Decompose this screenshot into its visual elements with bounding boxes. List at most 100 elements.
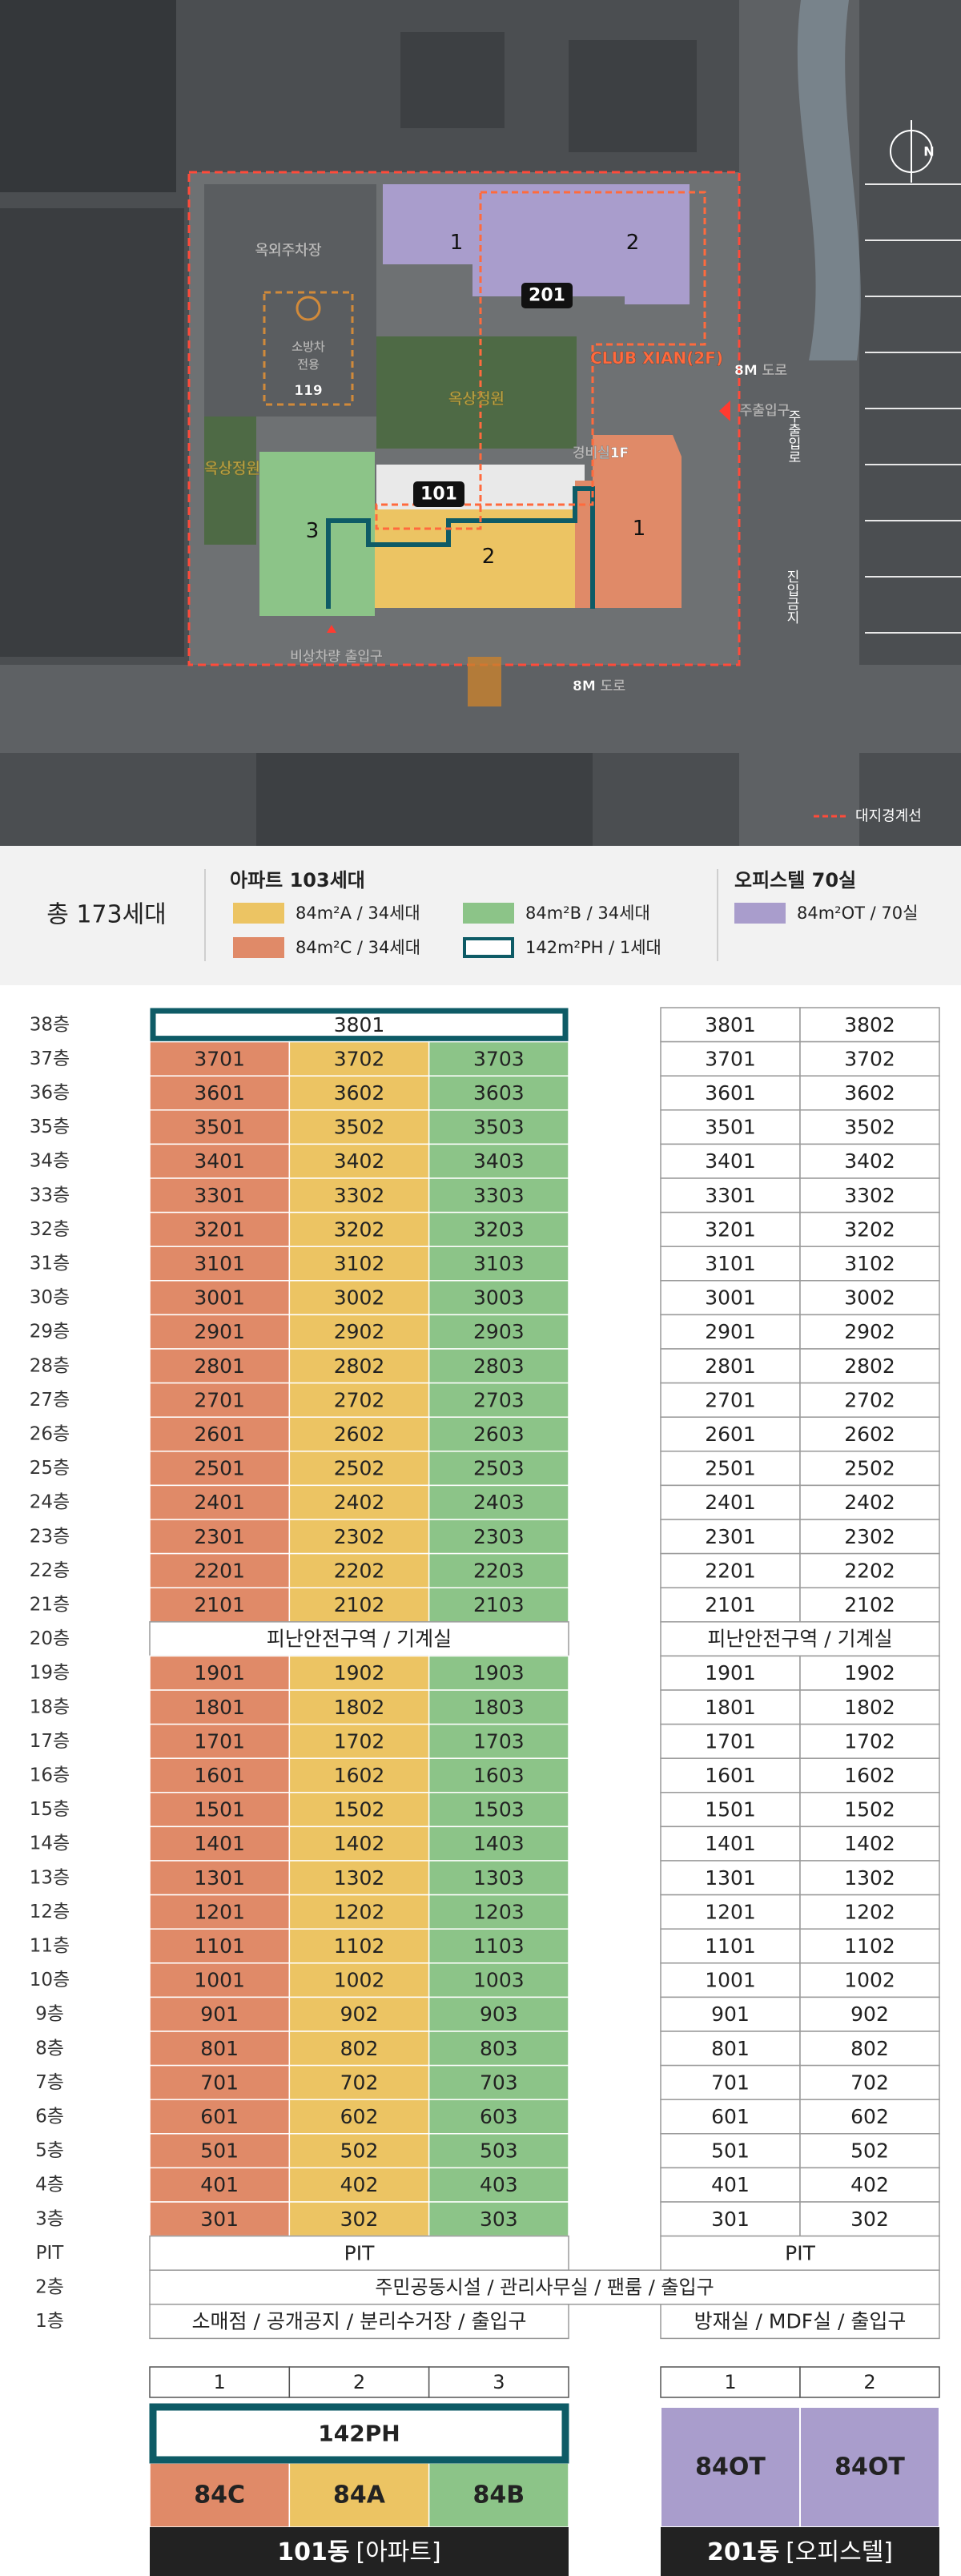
unit-label: 3801 — [705, 1013, 756, 1036]
unit-label: 1601 — [705, 1764, 756, 1787]
unit-cell — [428, 1348, 569, 1384]
unit-cell — [149, 2031, 291, 2067]
floor-table: 38층 3801 3801 3802 37층 3701 3702 3703 3701 3702 36… — [30, 1007, 940, 2340]
unit-label: 1702 — [334, 1729, 385, 1753]
unit-label: 3101 — [705, 1252, 756, 1275]
unit-label: 3302 — [844, 1184, 895, 1207]
unit-label: 1601 — [194, 1764, 245, 1787]
column-header — [660, 2366, 801, 2398]
unit-label: 2503 — [473, 1457, 525, 1480]
unit-cell — [149, 1689, 291, 1725]
floor-label: 12층 — [30, 1902, 70, 1922]
unit-label: 1802 — [844, 1696, 895, 1719]
unit-label: 2901 — [705, 1320, 756, 1343]
unit-label: 2103 — [473, 1593, 525, 1616]
unit-1 — [575, 435, 682, 608]
floor-label: 6층 — [35, 2107, 64, 2127]
unit-label: 1403 — [473, 1832, 525, 1855]
cell — [149, 2269, 940, 2305]
unit-cell — [428, 1314, 569, 1350]
unit-label: 1703 — [473, 1729, 525, 1753]
type-cell — [660, 2406, 801, 2528]
unit-cell — [428, 1996, 569, 2032]
unit-label: 3402 — [844, 1149, 895, 1173]
unit-label: 1102 — [334, 1934, 385, 1958]
unit-label: 701 — [711, 2071, 750, 2094]
cell — [660, 1246, 801, 1282]
unit-label: PIT — [344, 2241, 375, 2264]
unit-label: 3401 — [705, 1149, 756, 1173]
cell — [660, 1382, 801, 1418]
cell — [660, 1552, 801, 1588]
unit-cell — [149, 2064, 291, 2100]
floor-label: 15층 — [30, 1799, 70, 1820]
unit-number: 2 — [626, 231, 640, 255]
unit-cell — [428, 1962, 569, 1998]
unit-cell — [149, 1246, 291, 1282]
unit-cell — [428, 1143, 569, 1179]
cell — [660, 2099, 801, 2135]
unit-label: 702 — [340, 2071, 379, 2094]
unit-cell — [288, 1894, 430, 1930]
floor-label: 21층 — [30, 1595, 70, 1616]
unit-label: 2602 — [334, 1423, 385, 1446]
unit-label: 2302 — [334, 1525, 385, 1548]
legend-label: 84m²B / 34세대 — [525, 904, 650, 923]
unit-label: 502 — [850, 2139, 889, 2163]
cell — [660, 1143, 801, 1179]
floor-label: 19층 — [30, 1663, 70, 1684]
unit-label: 2703 — [473, 1388, 525, 1411]
cell — [799, 1928, 940, 1964]
type-label: 84OT — [834, 2453, 905, 2481]
legend-label: 142m²PH / 1세대 — [525, 938, 661, 957]
unit-label: 3002 — [844, 1286, 895, 1310]
unit-label: 2802 — [844, 1354, 895, 1378]
site-label: 경비실1F — [573, 445, 629, 461]
unit-label: 1001 — [194, 1969, 245, 1992]
cell — [799, 1382, 940, 1418]
floor-label: 31층 — [30, 1254, 70, 1274]
site-label-vertical: 주출입로 — [785, 409, 801, 464]
cell — [149, 2235, 569, 2271]
block — [0, 208, 184, 657]
building-tag-label: 201 — [529, 286, 565, 306]
unit-label: 1802 — [334, 1696, 385, 1719]
unit-label: 1101 — [194, 1934, 245, 1958]
type-label: 84C — [194, 2481, 245, 2510]
unit-cell — [288, 1757, 430, 1793]
unit-cell — [149, 1996, 291, 2032]
cell — [660, 1109, 801, 1145]
unit-label: 1503 — [473, 1798, 525, 1821]
floor-label: 27층 — [30, 1390, 70, 1411]
building-tag — [521, 283, 573, 308]
unit-cell — [288, 1860, 430, 1896]
unit-label: 801 — [711, 2037, 750, 2060]
unit-cell — [428, 1860, 569, 1896]
unit-label: 1102 — [844, 1934, 895, 1958]
unit-cell — [428, 1757, 569, 1793]
unit-label: 503 — [480, 2139, 518, 2163]
cell — [799, 1962, 940, 1998]
unit-cell — [149, 1211, 291, 1247]
unit-label: 소매점 / 공개공지 / 분리수거장 / 출입구 — [192, 2310, 527, 2333]
unit-label: 802 — [850, 2037, 889, 2060]
cell — [660, 1177, 801, 1214]
floor-label: 4층 — [35, 2175, 64, 2196]
cell — [799, 1655, 940, 1691]
boundary-legend-label: 대지경계선 — [855, 808, 922, 825]
unit-label: 2101 — [705, 1593, 756, 1616]
water-feature — [797, 0, 861, 360]
unit-label: 1602 — [334, 1764, 385, 1787]
cell — [799, 1075, 940, 1111]
column-number: 2 — [863, 2371, 875, 2393]
site-label: 119 — [294, 383, 323, 399]
unit-label: 2801 — [194, 1354, 245, 1378]
cell — [660, 2031, 801, 2067]
garden — [376, 336, 577, 449]
unit-label: 2601 — [194, 1423, 245, 1446]
floor-label: 35층 — [30, 1117, 70, 1137]
cell — [799, 1552, 940, 1588]
type-cell — [428, 2462, 569, 2528]
floor-label: 13층 — [30, 1867, 70, 1888]
unit-cell — [428, 2201, 569, 2237]
